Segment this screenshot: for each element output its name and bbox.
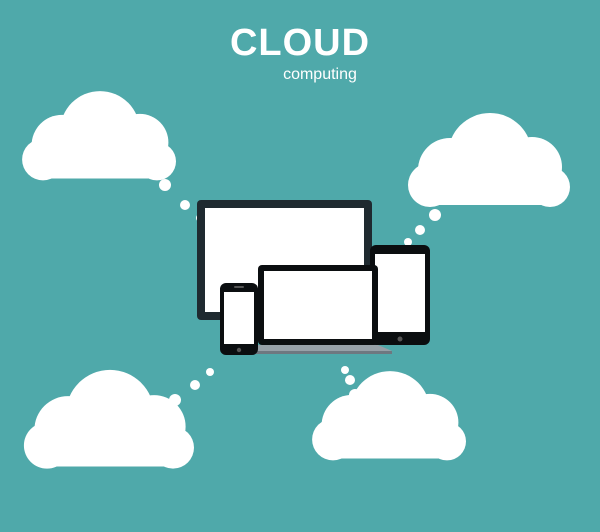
cloud-bottom-left: [24, 370, 194, 469]
bubble-dot: [180, 200, 190, 210]
bubble-dot: [415, 225, 425, 235]
title-sub: computing: [0, 66, 600, 84]
cloud-bottom-right: [312, 371, 466, 460]
bubble-dot: [349, 389, 361, 401]
cloud-top-right: [408, 113, 570, 207]
bubble-dot: [345, 375, 355, 385]
title-main: CLOUD: [0, 22, 600, 65]
bubble-dot: [206, 368, 214, 376]
devices-group: [197, 200, 430, 355]
cloud-top-left: [22, 91, 176, 180]
bubble-dot: [429, 209, 441, 221]
bubble-dot: [159, 179, 171, 191]
infographic-stage: CLOUD computing: [0, 0, 600, 532]
bubble-dot: [404, 238, 412, 246]
bubble-dot: [341, 366, 349, 374]
bubble-dot: [169, 394, 181, 406]
bubble-dot: [190, 380, 200, 390]
